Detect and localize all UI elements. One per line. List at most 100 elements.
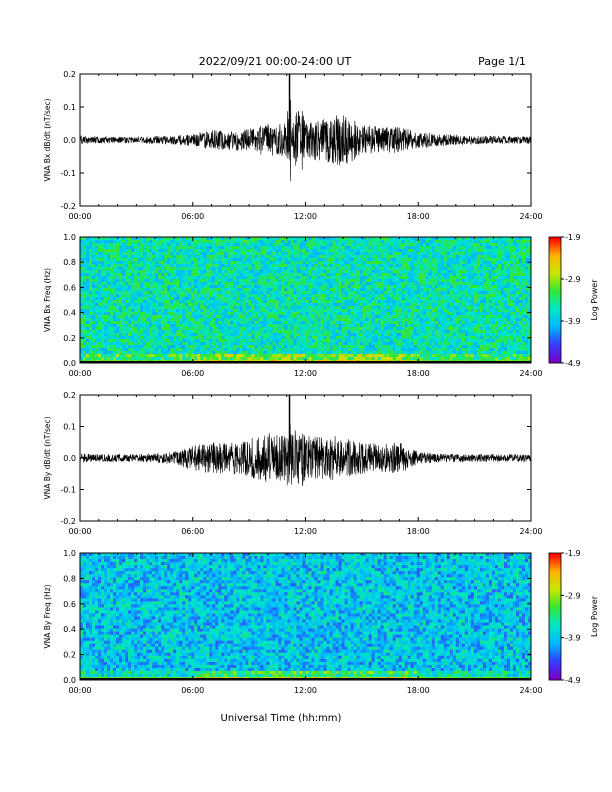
spectrogram-cell [233,291,237,295]
spectrogram-cell [359,348,363,352]
spectrogram-cell [239,252,243,256]
spectrogram-cell [281,261,285,265]
spectrogram-cell [179,309,183,313]
spectrogram-cell [152,312,156,316]
spectrogram-cell [140,291,144,295]
spectrogram-cell [212,258,216,262]
spectrogram-cell [305,291,309,295]
spectrogram-cell [134,240,138,244]
spectrogram-cell [302,279,306,283]
spectrogram-cell [194,351,198,355]
spectrogram-cell [374,243,378,247]
spectrogram-cell [416,327,421,331]
spectrogram-cell [89,258,93,262]
spectrogram-cell [362,237,366,241]
spectrogram-cell [224,315,228,319]
spectrogram-cell [260,300,264,304]
spectrogram-cell [398,252,403,256]
spectrogram-cell [158,333,162,337]
spectrogram-cell [191,273,195,277]
spectrogram-cell [92,246,96,250]
spectrogram-cell [131,354,135,358]
spectrogram-cell [191,276,195,280]
spectrogram-cell [251,267,255,271]
spectrogram-cell [368,270,372,274]
spectrogram-cell [158,249,162,253]
spectrogram-cell [149,327,153,331]
spectrogram-cell [296,348,300,352]
spectrogram-cell [344,336,348,340]
spectrogram-cell [170,327,174,331]
spectrogram-cell [410,285,415,289]
spectrogram-cell [146,294,150,298]
spectrogram-cell [215,288,219,292]
spectrogram-cell [230,354,234,358]
spectrogram-cell [89,264,93,268]
spectrogram-cell [170,348,174,352]
spectrogram-cell [425,339,430,343]
spectrogram-cell [146,336,150,340]
spectrogram-cell [128,303,132,307]
spectrogram-cell [290,285,294,289]
spectrogram-cell [404,348,409,352]
spectrogram-cell [149,318,153,322]
spectrogram-cell [374,321,378,325]
spectrogram-cell [152,291,156,295]
spectrogram-cell [329,327,333,331]
spectrogram-cell [332,315,336,319]
spectrogram-cell [365,336,369,340]
spectrogram-cell [128,348,132,352]
spectrogram-cell [401,339,406,343]
spectrogram-cell [419,294,424,298]
spectrogram-cell [371,351,375,355]
spectrogram-cell [317,246,321,250]
spectrogram-cell [167,273,171,277]
spectrogram-cell [179,282,183,286]
spectrogram-cell [125,255,129,259]
spectrogram-cell [386,270,390,274]
spectrogram-cell [182,315,186,319]
spectrogram-cell [398,312,403,316]
spectrogram-cell [236,240,240,244]
spectrogram-cell [338,330,342,334]
spectrogram-cell [392,297,396,301]
spectrogram-cell [149,351,153,355]
spectrogram-cell [395,264,400,268]
spectrogram-cell [335,306,339,310]
spectrogram-cell [383,270,387,274]
spectrogram-cell [323,348,327,352]
spectrogram-cell [233,273,237,277]
spectrogram-cell [326,300,330,304]
spectrogram-cell [143,321,147,325]
spectrogram-cell [296,261,300,265]
spectrogram-cell [284,357,288,361]
spectrogram-cell [206,327,210,331]
spectrogram-cell [335,288,339,292]
spectrogram-cell [227,291,231,295]
spectrogram-cell [320,270,324,274]
spectrogram-cell [404,261,409,265]
spectrogram-cell [275,324,279,328]
spectrogram-cell [383,324,387,328]
spectrogram-cell [236,336,240,340]
spectrogram-cell [320,342,324,346]
spectrogram-cell [257,294,261,298]
spectrogram-cell [194,237,198,241]
spectrogram-cell [80,249,84,253]
spectrogram-cell [215,303,219,307]
spectrogram-cell [179,306,183,310]
spectrogram-cell [398,342,403,346]
x-tick-label: 18:00 [407,212,430,221]
spectrogram-cell [179,276,183,280]
spectrogram-cell [212,264,216,268]
spectrogram-cell [122,324,126,328]
spectrogram-cell [170,264,174,268]
spectrogram-cell [134,270,138,274]
spectrogram-cell [191,294,195,298]
spectrogram-cell [173,240,177,244]
spectrogram-cell [155,297,159,301]
spectrogram-cell [164,309,168,313]
spectrogram-cell [104,255,108,259]
spectrogram-cell [206,273,210,277]
spectrogram-cell [263,246,267,250]
